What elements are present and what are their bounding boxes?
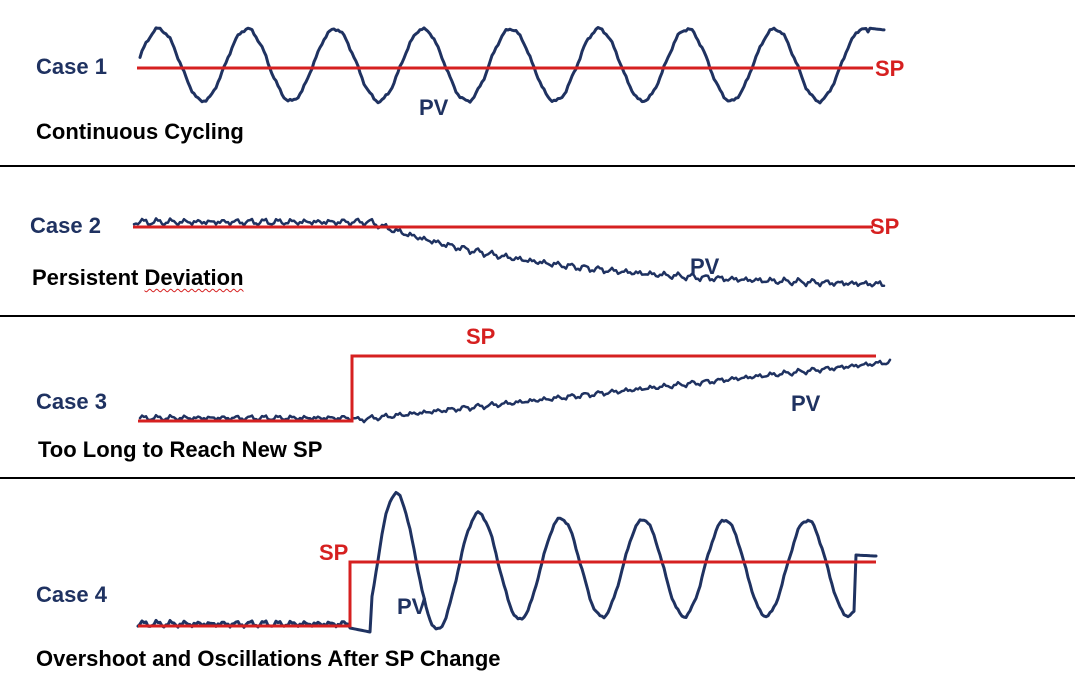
case4-pv-curve	[136, 491, 878, 634]
case1-pv-label: PV	[419, 95, 449, 120]
case1-title: Continuous Cycling	[36, 119, 244, 144]
case2-title: Persistent Deviation	[32, 267, 244, 289]
case4-pv-label: PV	[397, 594, 427, 619]
case2-label: Case 2	[30, 213, 101, 238]
case4-sp-line	[138, 560, 876, 628]
case2-title-part2: Deviation	[144, 265, 244, 290]
case3-sp-line	[138, 354, 876, 423]
case3-pv-curve	[138, 358, 892, 424]
case3-title: Too Long to Reach New SP	[38, 437, 323, 462]
case2-sp-label: SP	[870, 214, 900, 239]
case3-pv-label: PV	[791, 391, 821, 416]
case2-pv-label: PV	[690, 254, 720, 279]
case3-label: Case 3	[36, 389, 107, 414]
case1-pv-curve	[138, 26, 886, 105]
case1-sp-label: SP	[875, 56, 905, 81]
case2-pv-curve	[132, 217, 886, 288]
case2-title-part1: Persistent	[32, 265, 145, 290]
case4-title: Overshoot and Oscillations After SP Chan…	[36, 646, 501, 671]
case3-sp-label: SP	[466, 324, 496, 349]
case4-label: Case 4	[36, 582, 107, 607]
case1-label: Case 1	[36, 54, 107, 79]
case4-sp-label: SP	[319, 540, 349, 565]
